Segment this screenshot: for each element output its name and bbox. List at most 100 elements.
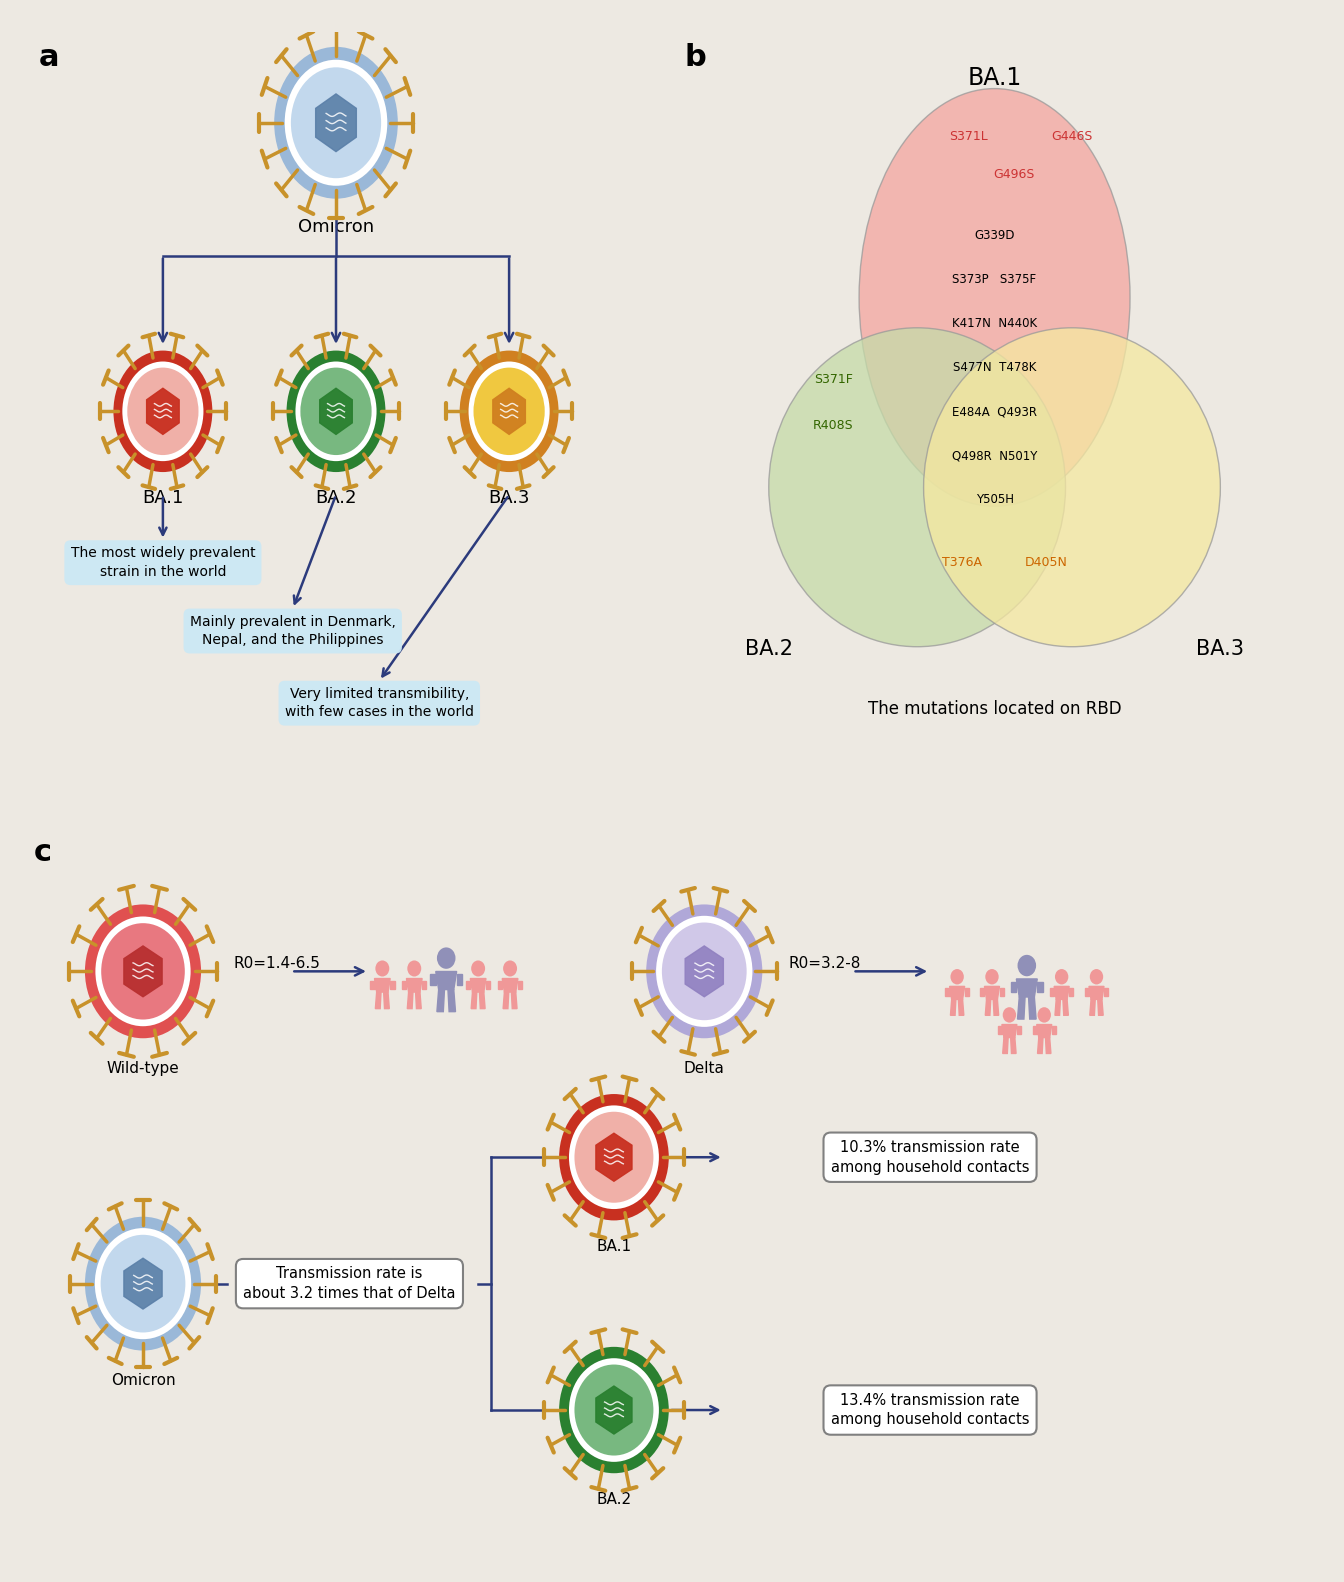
Text: b: b — [685, 43, 707, 73]
Polygon shape — [1055, 1000, 1060, 1016]
Ellipse shape — [859, 89, 1130, 506]
Circle shape — [1003, 1008, 1016, 1022]
Polygon shape — [1028, 997, 1036, 1019]
Polygon shape — [985, 1000, 991, 1016]
Text: Transmission rate is
about 3.2 times that of Delta: Transmission rate is about 3.2 times tha… — [243, 1266, 456, 1300]
Text: R408S: R408S — [813, 419, 853, 432]
Polygon shape — [470, 979, 487, 992]
Circle shape — [285, 60, 387, 185]
Polygon shape — [407, 992, 413, 1009]
Circle shape — [274, 47, 398, 199]
Text: BA.2: BA.2 — [597, 1492, 632, 1506]
Circle shape — [407, 960, 421, 976]
Text: 10.3% transmission rate
among household contacts: 10.3% transmission rate among household … — [831, 1141, 1030, 1174]
Circle shape — [569, 1106, 659, 1209]
Polygon shape — [430, 975, 435, 986]
Circle shape — [574, 1112, 653, 1202]
Polygon shape — [1017, 1027, 1021, 1035]
Polygon shape — [402, 981, 406, 989]
Circle shape — [646, 905, 762, 1038]
Polygon shape — [980, 989, 984, 997]
Polygon shape — [997, 1027, 1001, 1035]
Polygon shape — [370, 981, 375, 989]
Ellipse shape — [923, 327, 1220, 647]
Polygon shape — [448, 990, 456, 1011]
Text: Q498R  N501Y: Q498R N501Y — [952, 449, 1038, 462]
Polygon shape — [406, 979, 422, 992]
Circle shape — [472, 960, 485, 976]
Polygon shape — [487, 981, 491, 989]
Circle shape — [1055, 970, 1068, 984]
Polygon shape — [503, 979, 517, 992]
Circle shape — [574, 1365, 653, 1455]
Circle shape — [85, 1217, 202, 1351]
Circle shape — [286, 351, 386, 471]
Circle shape — [1017, 956, 1036, 976]
Text: G496S: G496S — [993, 168, 1035, 182]
Text: S371L: S371L — [949, 130, 988, 144]
Circle shape — [128, 367, 199, 456]
Polygon shape — [685, 946, 723, 997]
Polygon shape — [1017, 997, 1025, 1019]
Polygon shape — [993, 1000, 999, 1016]
Text: S373P   S375F: S373P S375F — [953, 274, 1036, 286]
Polygon shape — [375, 992, 382, 1009]
Text: G446S: G446S — [1051, 130, 1093, 144]
Polygon shape — [1038, 981, 1043, 992]
Polygon shape — [1016, 979, 1038, 997]
Ellipse shape — [769, 327, 1066, 647]
Polygon shape — [503, 992, 509, 1009]
Polygon shape — [595, 1386, 632, 1433]
Circle shape — [113, 351, 212, 471]
Text: G339D: G339D — [974, 229, 1015, 242]
Text: Very limited transmibility,
with few cases in the world: Very limited transmibility, with few cas… — [285, 687, 474, 720]
Polygon shape — [422, 981, 426, 989]
Text: 13.4% transmission rate
among household contacts: 13.4% transmission rate among household … — [831, 1392, 1030, 1427]
Circle shape — [503, 960, 517, 976]
Polygon shape — [965, 989, 969, 997]
Text: Y505H: Y505H — [976, 494, 1013, 506]
Circle shape — [559, 1095, 669, 1220]
Polygon shape — [390, 981, 395, 989]
Text: S371F: S371F — [814, 373, 852, 386]
Polygon shape — [415, 992, 421, 1009]
Polygon shape — [124, 946, 163, 997]
Polygon shape — [1000, 989, 1004, 997]
Circle shape — [301, 367, 371, 456]
Text: BA.1: BA.1 — [968, 66, 1021, 90]
Text: D405N: D405N — [1024, 555, 1067, 568]
Circle shape — [569, 1359, 659, 1462]
Text: c: c — [34, 837, 51, 867]
Text: a: a — [39, 43, 59, 73]
Text: BA.3: BA.3 — [488, 489, 530, 506]
Polygon shape — [517, 981, 523, 989]
Polygon shape — [435, 971, 457, 990]
Polygon shape — [1085, 989, 1089, 997]
Polygon shape — [1103, 989, 1109, 997]
Text: BA.2: BA.2 — [745, 639, 793, 660]
Circle shape — [661, 922, 747, 1020]
Polygon shape — [950, 1000, 956, 1016]
Circle shape — [460, 351, 559, 471]
Text: BA.3: BA.3 — [1196, 639, 1245, 660]
Text: Wild-type: Wild-type — [106, 1060, 179, 1076]
Polygon shape — [1036, 1025, 1052, 1038]
Text: E484A  Q493R: E484A Q493R — [952, 405, 1038, 418]
Circle shape — [375, 960, 390, 976]
Polygon shape — [1038, 1038, 1043, 1054]
Polygon shape — [1063, 1000, 1068, 1016]
Circle shape — [1090, 970, 1103, 984]
Text: Omicron: Omicron — [110, 1373, 175, 1387]
Polygon shape — [383, 992, 390, 1009]
Text: Delta: Delta — [684, 1060, 724, 1076]
Circle shape — [950, 970, 964, 984]
Polygon shape — [320, 388, 352, 435]
Circle shape — [656, 916, 753, 1027]
Polygon shape — [511, 992, 517, 1009]
Polygon shape — [375, 979, 390, 992]
Polygon shape — [1011, 1038, 1016, 1054]
Circle shape — [1038, 1008, 1051, 1022]
Polygon shape — [1070, 989, 1074, 997]
Text: Omicron: Omicron — [298, 218, 374, 236]
Text: The mutations located on RBD: The mutations located on RBD — [868, 699, 1121, 718]
